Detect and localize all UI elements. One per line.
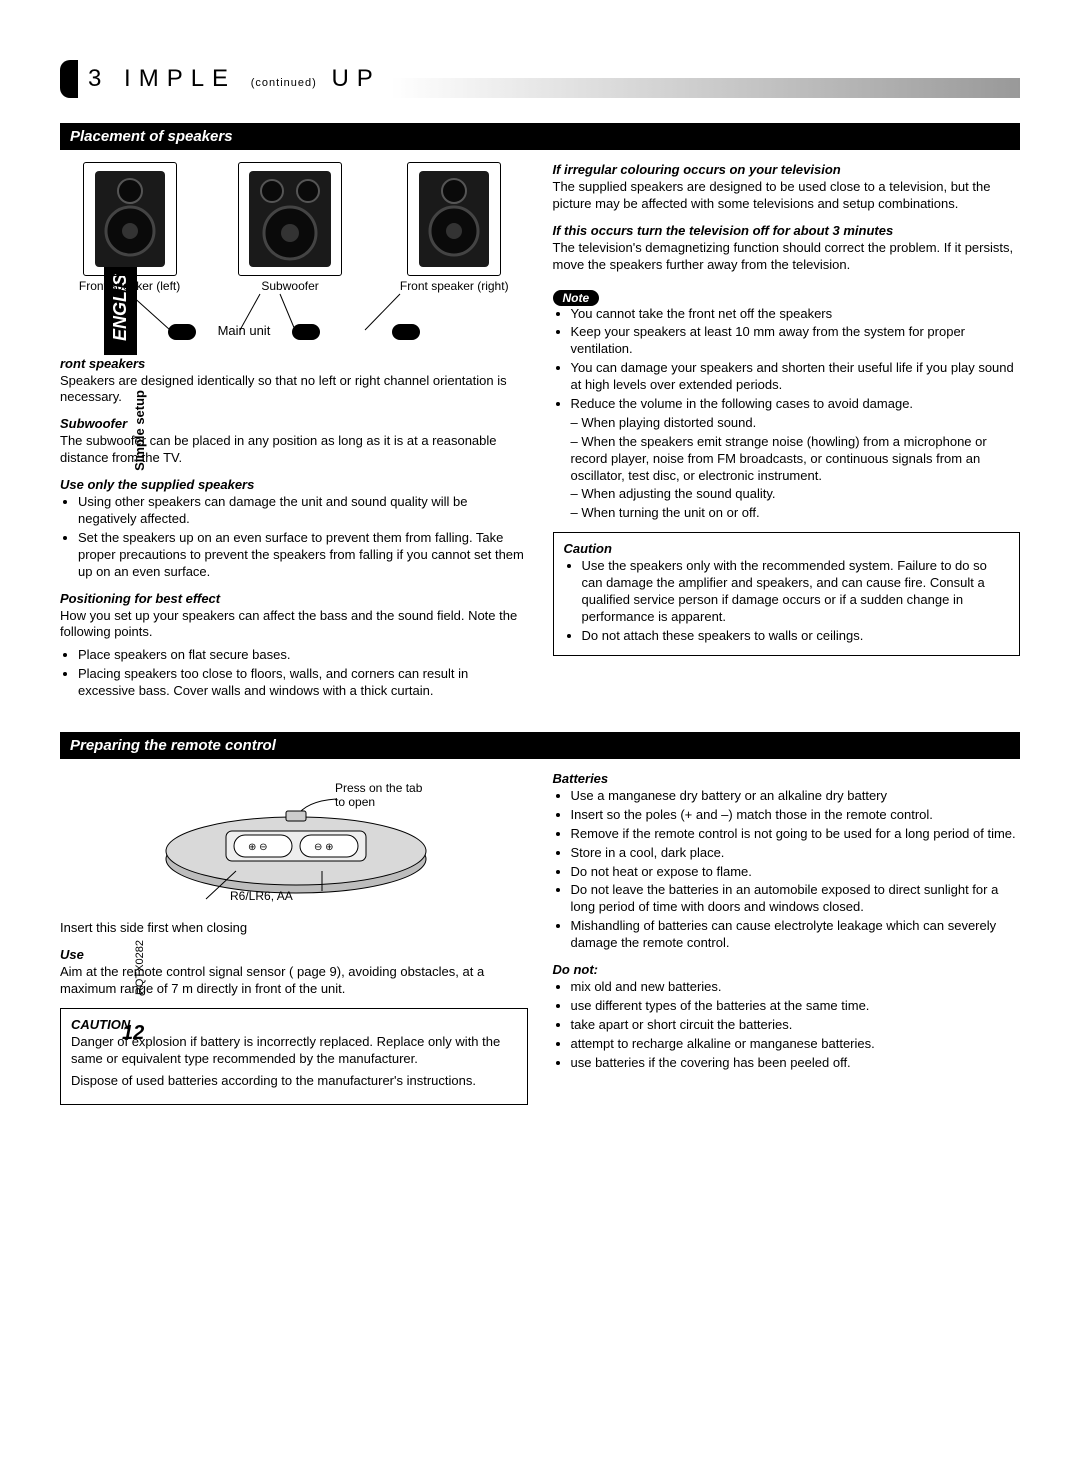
svg-text:⊕ ⊖: ⊕ ⊖ <box>248 842 268 853</box>
subwoofer-icon <box>245 169 335 269</box>
caution-heading: Caution <box>564 541 1010 556</box>
do-not-heading: Do not: <box>553 962 1021 977</box>
left-column: Front speaker (left) Subwoofer <box>60 162 528 702</box>
front-speaker-left-icon <box>90 169 170 269</box>
list-item: When turning the unit on or off. <box>571 505 1021 522</box>
do-not-list: mix old and new batteries. use different… <box>553 979 1021 1071</box>
insert-side-label: Insert this side first when closing <box>60 920 528 937</box>
note-list: You cannot take the front net off the sp… <box>553 306 1021 413</box>
list-item: attempt to recharge alkaline or manganes… <box>571 1036 1021 1053</box>
press-tab-label: Press on the tab to open <box>335 781 425 809</box>
list-item: When adjusting the sound quality. <box>571 486 1021 503</box>
front-right-label: Front speaker (right) <box>400 279 509 293</box>
note-badge: Note <box>553 290 600 306</box>
title-continued: (continued) <box>251 77 317 89</box>
supplied-speakers-list: Using other speakers can damage the unit… <box>60 494 528 580</box>
subwoofer-text: The subwoofer can be placed in any posit… <box>60 433 528 467</box>
list-item: Mishandling of batteries can cause elect… <box>571 918 1021 952</box>
step-number: 3 <box>88 65 109 92</box>
note-sub-list: When playing distorted sound. When the s… <box>553 415 1021 522</box>
list-item: Insert so the poles (+ and –) match thos… <box>571 807 1021 824</box>
list-item: Place speakers on flat secure bases. <box>78 647 528 664</box>
subwoofer-heading: Subwoofer <box>60 416 528 431</box>
irregular-colouring-heading: If irregular colouring occurs on your te… <box>553 162 1021 177</box>
caution-list: Use the speakers only with the recommend… <box>564 558 1010 644</box>
use-text: Aim at the remote control signal sensor … <box>60 964 528 998</box>
right-column: If irregular colouring occurs on your te… <box>553 162 1021 702</box>
front-speakers-text: Speakers are designed identically so tha… <box>60 373 528 407</box>
svg-text:⊖ ⊕: ⊖ ⊕ <box>314 842 334 853</box>
list-item: take apart or short circuit the batterie… <box>571 1017 1021 1034</box>
list-item: Do not heat or expose to flame. <box>571 864 1021 881</box>
document-code: RQTX0282 <box>134 940 146 995</box>
positioning-heading: Positioning for best effect <box>60 591 528 606</box>
title-gradient-bar <box>391 78 1020 98</box>
list-item: Remove if the remote control is not goin… <box>571 826 1021 843</box>
list-item: Reduce the volume in the following cases… <box>571 396 1021 413</box>
list-item: use batteries if the covering has been p… <box>571 1055 1021 1072</box>
front-speaker-right-icon <box>414 169 494 269</box>
right-column-remote: Batteries Use a manganese dry battery or… <box>553 771 1021 1105</box>
list-item: Store in a cool, dark place. <box>571 845 1021 862</box>
left-column-remote: ⊕ ⊖ ⊖ ⊕ Press on the tab to open R6/LR6,… <box>60 771 528 1105</box>
list-item: mix old and new batteries. <box>571 979 1021 996</box>
list-item: You cannot take the front net off the sp… <box>571 306 1021 323</box>
caution-box: Caution Use the speakers only with the r… <box>553 532 1021 655</box>
batteries-heading: Batteries <box>553 771 1021 786</box>
batteries-list: Use a manganese dry battery or an alkali… <box>553 788 1021 952</box>
section-header-remote: Preparing the remote control <box>60 732 1020 759</box>
speaker-diagram: Front speaker (left) Subwoofer <box>60 162 528 346</box>
side-section-label: Simple setup <box>132 390 147 471</box>
list-item: When the speakers emit strange noise (ho… <box>571 434 1021 485</box>
list-item: When playing distorted sound. <box>571 415 1021 432</box>
positioning-text: How you set up your speakers can affect … <box>60 608 528 642</box>
front-left-label: Front speaker (left) <box>79 279 180 293</box>
list-item: Use the speakers only with the recommend… <box>582 558 1010 626</box>
use-heading: Use <box>60 947 528 962</box>
irregular-colouring-text: The supplied speakers are designed to be… <box>553 179 1021 213</box>
remote-diagram: ⊕ ⊖ ⊖ ⊕ Press on the tab to open R6/LR6,… <box>65 781 528 914</box>
battery-type-label: R6/LR6, AA <box>230 889 293 903</box>
supplied-speakers-heading: Use only the supplied speakers <box>60 477 528 492</box>
title-bullet-icon <box>60 60 78 98</box>
subwoofer-label: Subwoofer <box>238 279 342 293</box>
section-header-placement: Placement of speakers <box>60 123 1020 150</box>
title-word-1: IMPLE <box>124 65 236 92</box>
page-number: 12 <box>122 1022 144 1045</box>
main-unit-label: Main unit <box>218 323 271 338</box>
remote-caution-text-2: Dispose of used batteries according to t… <box>71 1073 517 1090</box>
list-item: use different types of the batteries at … <box>571 998 1021 1015</box>
page-title: 3 IMPLE (continued) UP <box>60 60 1020 98</box>
connector-blob-icon <box>392 324 420 340</box>
if-this-occurs-heading: If this occurs turn the television off f… <box>553 223 1021 238</box>
list-item: Keep your speakers at least 10 mm away f… <box>571 324 1021 358</box>
list-item: Set the speakers up on an even surface t… <box>78 530 528 581</box>
title-word-2: UP <box>331 65 380 92</box>
front-speakers-heading: ront speakers <box>60 356 528 371</box>
positioning-list: Place speakers on flat secure bases. Pla… <box>60 647 528 700</box>
connector-blob-icon <box>292 324 320 340</box>
list-item: Use a manganese dry battery or an alkali… <box>571 788 1021 805</box>
list-item: Placing speakers too close to floors, wa… <box>78 666 528 700</box>
list-item: Do not attach these speakers to walls or… <box>582 628 1010 645</box>
list-item: Using other speakers can damage the unit… <box>78 494 528 528</box>
list-item: Do not leave the batteries in an automob… <box>571 882 1021 916</box>
list-item: You can damage your speakers and shorten… <box>571 360 1021 394</box>
connector-blob-icon <box>168 324 196 340</box>
if-this-occurs-text: The television's demagnetizing function … <box>553 240 1021 274</box>
